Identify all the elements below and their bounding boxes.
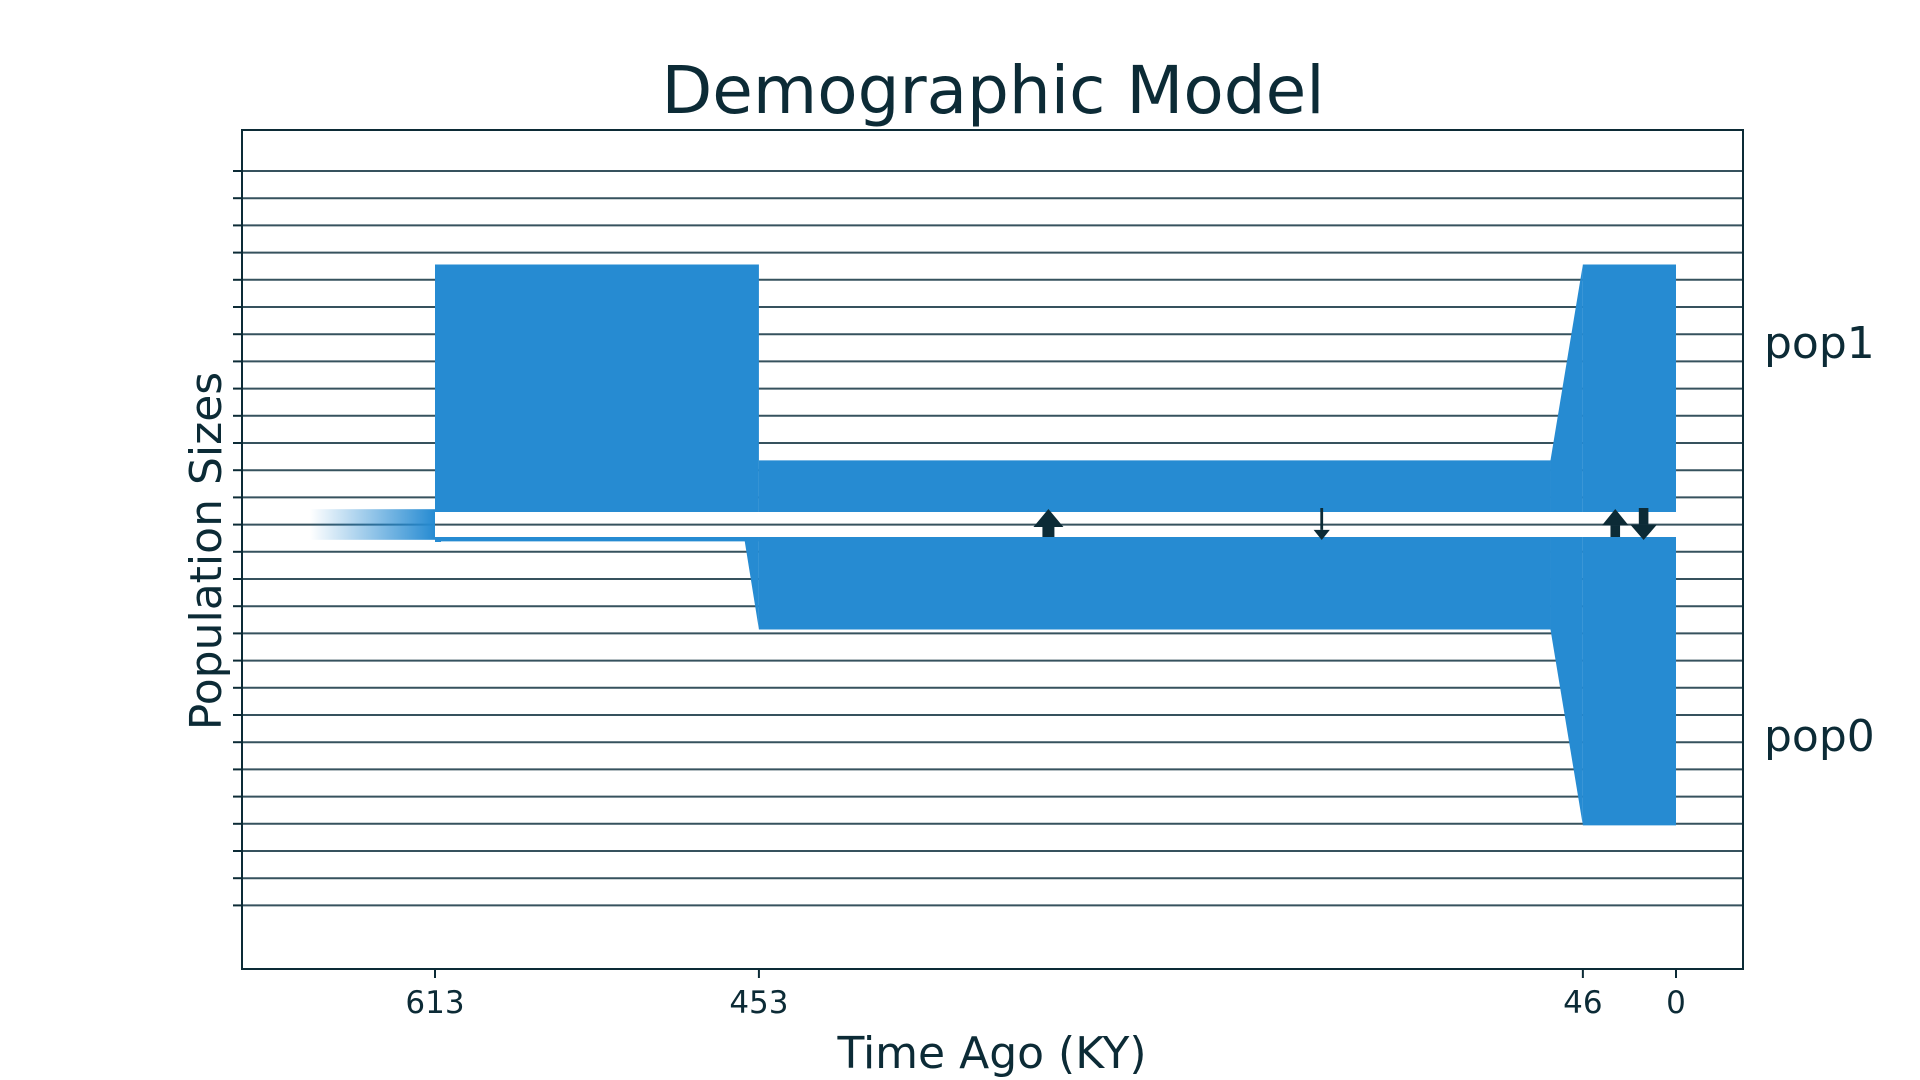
arrow-shaft — [1320, 508, 1324, 530]
pop0-epoch-4 — [1582, 537, 1676, 826]
arrow-shaft — [1610, 525, 1621, 537]
pop0-epoch-3 — [1550, 537, 1583, 826]
x-tick-label: 613 — [405, 985, 464, 1021]
arrow-head — [1602, 509, 1629, 526]
population-label-pop0: pop0 — [1764, 711, 1875, 762]
pop0-epoch-1 — [744, 537, 759, 630]
population-labels: pop0 pop1 — [1764, 318, 1875, 762]
migration-arrows — [1033, 508, 1657, 540]
x-tick-label: 0 — [1666, 985, 1686, 1021]
x-tick-label: 46 — [1563, 985, 1602, 1021]
ancestral-population — [310, 509, 435, 540]
pop1-epoch-3 — [1582, 264, 1676, 512]
pop1-epoch-0 — [435, 264, 759, 512]
x-tick-label: 453 — [729, 985, 788, 1021]
migration-arrow-down — [1630, 508, 1657, 540]
chart-title: Demographic Model — [661, 52, 1324, 129]
arrow-shaft — [1638, 508, 1649, 525]
pop0-epoch-0 — [435, 537, 759, 542]
arrow-head — [1630, 524, 1657, 540]
pop0-split-edge — [435, 537, 441, 542]
pop1-epoch-2 — [1550, 264, 1583, 512]
migration-arrow-up — [1033, 509, 1064, 537]
arrow-head — [1313, 529, 1330, 540]
y-axis-label: Population Sizes — [181, 372, 232, 730]
migration-arrow-up — [1602, 509, 1629, 537]
arrow-head — [1033, 509, 1064, 527]
population-shapes — [310, 264, 1676, 826]
x-ticks: 613 453 46 0 — [405, 969, 1686, 1021]
pop1-epoch-1 — [758, 460, 1551, 512]
migration-arrow-down — [1313, 508, 1330, 540]
pop0-epoch-2 — [758, 537, 1551, 630]
y-ticks — [233, 170, 242, 907]
population-label-pop1: pop1 — [1764, 318, 1875, 369]
arrow-shaft — [1042, 527, 1055, 537]
plot-frame — [241, 129, 1744, 970]
x-axis-label: Time Ago (KY) — [836, 1028, 1146, 1079]
